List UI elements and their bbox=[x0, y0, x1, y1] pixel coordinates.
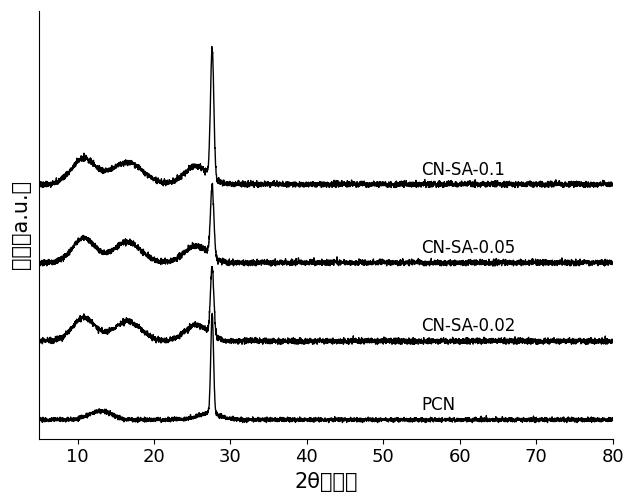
Y-axis label: 强度（a.u.）: 强度（a.u.） bbox=[11, 180, 31, 270]
Text: CN-SA-0.1: CN-SA-0.1 bbox=[422, 160, 505, 179]
Text: CN-SA-0.02: CN-SA-0.02 bbox=[422, 317, 516, 336]
X-axis label: 2θ（度）: 2θ（度） bbox=[294, 472, 358, 492]
Text: PCN: PCN bbox=[422, 396, 456, 413]
Text: CN-SA-0.05: CN-SA-0.05 bbox=[422, 239, 516, 257]
